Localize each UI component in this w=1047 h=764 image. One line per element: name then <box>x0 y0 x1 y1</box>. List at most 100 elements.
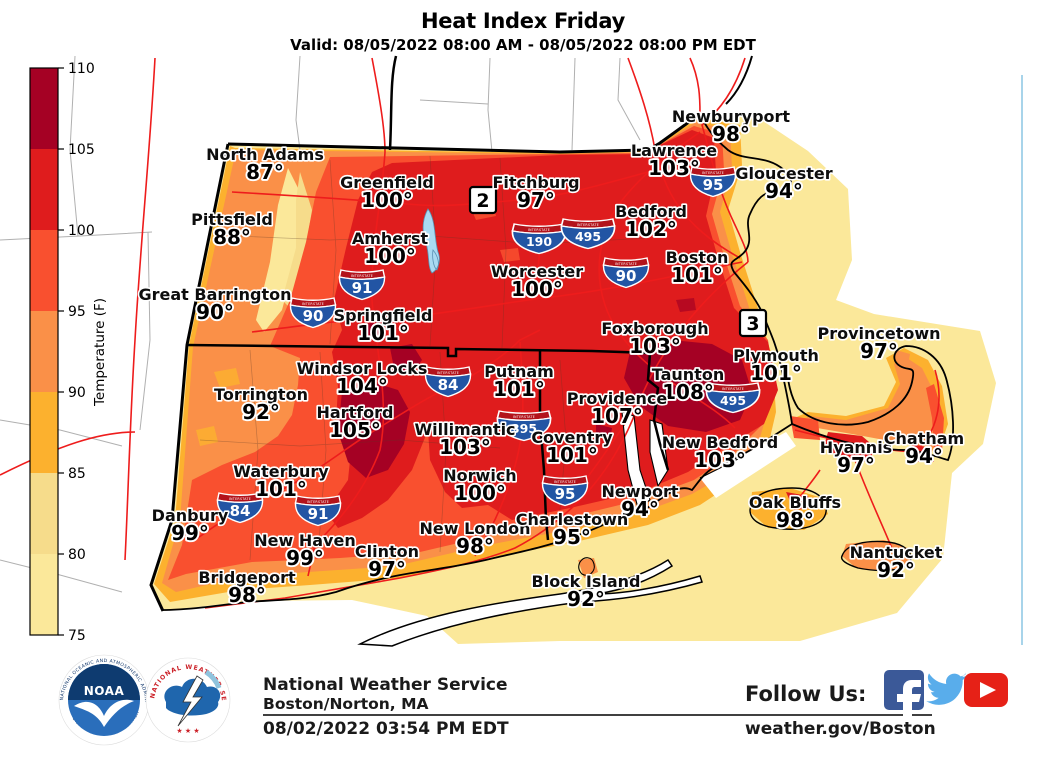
facebook-icon[interactable] <box>884 670 924 720</box>
city-name: Great Barrington <box>138 285 291 304</box>
twitter-icon[interactable] <box>926 672 967 705</box>
city-temp: 87° <box>246 160 284 184</box>
city-temp: 97° <box>517 188 555 212</box>
colorbar-tick: 80 <box>68 547 86 563</box>
state-route-markers: 2 3 <box>468 185 768 338</box>
city-temp: 100° <box>454 481 506 505</box>
city-name: Danbury <box>152 506 229 525</box>
city-temp: 97° <box>837 453 875 477</box>
colorbar-tick: 85 <box>68 466 86 482</box>
route-number: 91 <box>308 505 329 523</box>
youtube-icon[interactable] <box>964 673 1008 707</box>
interstate-shield: INTERSTATE 95 <box>541 475 589 507</box>
route-number: 395 <box>511 421 537 436</box>
city-name: New Bedford <box>662 433 778 452</box>
interstate-word: INTERSTATE <box>437 371 459 375</box>
nws-lightning-icon <box>177 675 204 727</box>
city-temp: 103° <box>694 448 746 472</box>
heat-field <box>150 114 996 644</box>
colorbar-tick: 75 <box>68 628 86 644</box>
route-number: 2 <box>476 190 489 212</box>
interstate-shield: INTERSTATE 90 <box>602 257 650 289</box>
city-name: Willimantic <box>414 420 515 439</box>
city-name: Amherst <box>352 229 429 248</box>
city-temp: 92° <box>567 587 605 611</box>
city-temp: 92° <box>242 400 280 424</box>
route-number: 95 <box>703 176 724 194</box>
city-name: Hyannis <box>820 438 892 457</box>
nws-stars: ★ ★ ★ <box>176 727 199 735</box>
interstate-word: INTERSTATE <box>302 302 324 306</box>
city-name: Newport <box>601 482 678 501</box>
noaa-acronym: NOAA <box>84 684 125 698</box>
city-temp: 101° <box>750 361 802 385</box>
city-temp: 103° <box>629 334 681 358</box>
city-temp: 94° <box>905 444 943 468</box>
quabbin-reservoir <box>422 208 440 274</box>
city-temp: 102° <box>625 217 677 241</box>
city-temp: 103° <box>648 156 700 180</box>
city-temp: 97° <box>860 339 898 363</box>
city-temp: 92° <box>877 558 915 582</box>
city-name: Block Island <box>532 572 641 591</box>
city-name: Fitchburg <box>492 173 579 192</box>
city-name: New London <box>419 519 530 538</box>
city-temp: 98° <box>712 122 750 146</box>
city-name: Clinton <box>355 542 419 561</box>
city-name: Lawrence <box>631 141 717 160</box>
interstate-shield: INTERSTATE 95 <box>689 166 737 198</box>
city-temp: 104° <box>336 374 388 398</box>
city-temp: 101° <box>357 321 409 345</box>
city-name: Providence <box>567 389 668 408</box>
city-temp: 99° <box>171 521 209 545</box>
interstate-word: INTERSTATE <box>229 497 251 501</box>
city-name: Chatham <box>884 429 964 448</box>
interstate-shield: INTERSTATE 84 <box>424 366 472 398</box>
interstate-shields: INTERSTATE 91 INTERSTATE 90 INTERSTATE 1… <box>216 166 761 527</box>
city-name: Plymouth <box>733 346 819 365</box>
city-name: Charlestown <box>516 510 629 529</box>
colorbar-tick: 100 <box>68 223 95 239</box>
city-name: Pittsfield <box>191 210 273 229</box>
route-number: 95 <box>555 485 576 503</box>
colorbar-tick: 105 <box>68 142 95 158</box>
city-name: Bridgeport <box>198 568 296 587</box>
interstate-word: INTERSTATE <box>577 223 599 227</box>
page-title: Heat Index Friday <box>421 9 626 33</box>
city-temp: 105° <box>329 418 381 442</box>
interstate-shield: INTERSTATE 495 <box>560 218 616 250</box>
interstate-word: INTERSTATE <box>513 415 535 419</box>
city-temp: 107° <box>591 404 643 428</box>
city-name: Waterbury <box>233 462 329 481</box>
city-temp: 99° <box>286 546 324 570</box>
interstate-word: INTERSTATE <box>722 387 744 391</box>
city-temp: 94° <box>765 179 803 203</box>
city-name: Boston <box>666 248 729 267</box>
interstate-word: INTERSTATE <box>307 500 329 504</box>
interstate-shield: INTERSTATE 84 <box>216 492 264 524</box>
colorbar-tick: 90 <box>68 385 86 401</box>
route-number: 84 <box>438 376 459 394</box>
